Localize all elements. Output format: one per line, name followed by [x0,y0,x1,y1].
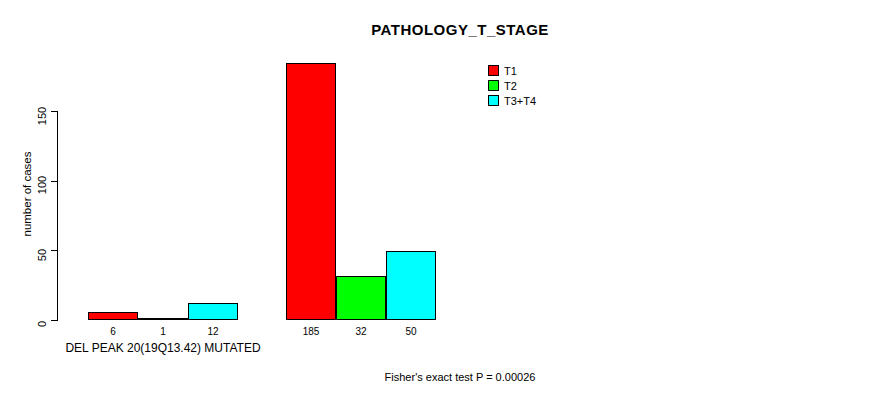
bar-t3-t4-group2 [386,251,436,320]
legend-label: T3+T4 [504,95,536,107]
bar-value-label: 32 [336,326,386,337]
y-tick [51,250,58,251]
chart-canvas: PATHOLOGY_T_STAGE number of cases 6 185 1 3… [0,0,890,400]
legend: T1 T2 T3+T4 [488,63,536,108]
y-axis-line [57,111,58,320]
bar-value-label: 50 [386,326,436,337]
chart-title: PATHOLOGY_T_STAGE [60,21,860,38]
legend-swatch-t2 [488,80,499,91]
y-tick [51,111,58,112]
y-tick-label: 0 [36,321,48,327]
y-tick-label: 150 [36,106,48,124]
y-tick-label: 50 [36,248,48,260]
bar-t1-group2 [286,63,336,320]
bar-t2-group2 [336,276,386,320]
bar-t2-group1 [138,318,188,320]
y-tick [51,181,58,182]
bar-value-label: 185 [286,326,336,337]
bar-t3-t4-group1 [188,303,238,320]
legend-swatch-t3-t4 [488,95,499,106]
y-tick [51,320,58,321]
x-axis-label: DEL PEAK 20(19Q13.42) MUTATED [62,341,264,355]
legend-label: T1 [504,65,517,77]
y-tick-label: 100 [36,176,48,194]
bar-t1-group1 [88,312,138,320]
legend-item: T3+T4 [488,93,536,108]
legend-swatch-t1 [488,65,499,76]
fisher-test-annotation: Fisher's exact test P = 0.00026 [60,371,860,383]
bar-value-label: 12 [188,326,238,337]
legend-item: T2 [488,78,536,93]
bar-value-label: 1 [138,326,188,337]
legend-item: T1 [488,63,536,78]
bar-value-label: 6 [88,326,138,337]
y-axis-label: number of cases [21,151,33,236]
legend-label: T2 [504,80,517,92]
